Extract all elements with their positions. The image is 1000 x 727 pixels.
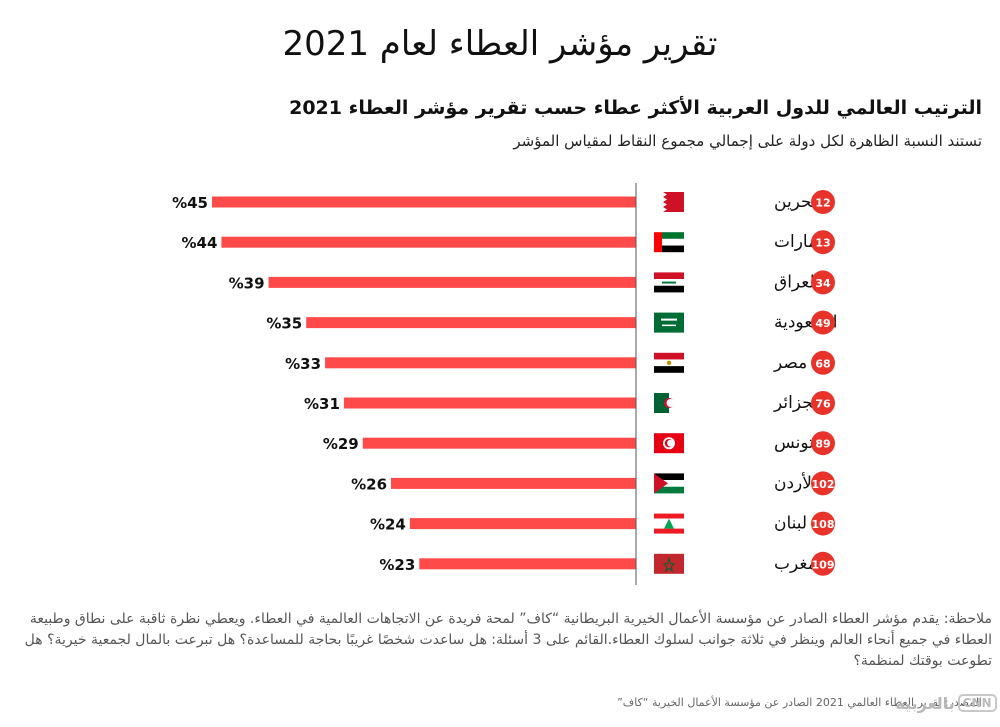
rank-badge: [811, 190, 835, 214]
country-label: مصر: [773, 353, 807, 373]
rank-label: 76: [815, 398, 831, 411]
cnn-arabic-logo: CNN بالعربية: [895, 690, 997, 716]
bar: [409, 518, 636, 530]
morocco-flag: [654, 553, 684, 574]
jordan-flag: [654, 473, 684, 494]
bar: [221, 236, 636, 248]
rank-badge: [811, 471, 835, 496]
bar: [268, 276, 636, 288]
country-label: الجزائر: [773, 393, 823, 413]
chart-subtitle: الترتيب العالمي للدول العربية الأكثر عطا…: [289, 97, 982, 119]
rank-label: 34: [815, 277, 831, 290]
bar: [391, 477, 636, 489]
note-text: ملاحظة: يقدم مؤشر العطاء الصادر عن مؤسسة…: [24, 611, 992, 669]
lebanon-flag: [654, 513, 684, 534]
data-label: %33: [285, 355, 321, 373]
country-label: الأردن: [774, 472, 817, 493]
cnn-logo-text: CNN: [957, 694, 997, 712]
rank-badge: [811, 431, 835, 456]
chart-caption: تستند النسبة الظاهرة لكل دولة على إجمالي…: [513, 132, 982, 150]
bar: [325, 357, 636, 369]
rank-label: 49: [815, 317, 830, 330]
rank-badge: [811, 391, 835, 415]
data-label: %45: [172, 194, 208, 212]
arabic-logo-text: بالعربية: [895, 693, 955, 713]
rank-label: 102: [812, 478, 835, 491]
rank-label: 13: [815, 237, 830, 250]
chart-row: %24 لبنان 108: [370, 511, 835, 536]
rank-label: 12: [815, 197, 830, 210]
source-text: المصدر: تقرير العطاء العالمي 2021 الصادر…: [617, 696, 982, 709]
data-label: %23: [379, 556, 415, 574]
rank-label: 109: [812, 558, 835, 571]
rank-badge: [811, 350, 835, 375]
rank-label: 68: [815, 357, 830, 370]
chart-title: تقرير مؤشر العطاء لعام 2021: [282, 24, 718, 64]
rank-badge: [811, 551, 835, 576]
data-label: %31: [304, 395, 340, 413]
bar: [212, 196, 636, 208]
country-label: لبنان: [774, 514, 807, 534]
rank-badge: [811, 310, 835, 335]
tunisia-flag: [654, 433, 684, 454]
data-label: %39: [229, 274, 265, 292]
country-label: العراق: [774, 272, 819, 292]
rank-label: 89: [815, 438, 830, 451]
algeria-flag: [654, 393, 684, 413]
chart-row: %29 تونس 89: [323, 431, 835, 456]
bar: [306, 317, 636, 329]
country-label: تونس: [774, 433, 814, 453]
iraq-flag: [654, 272, 684, 293]
rank-label: 108: [812, 518, 835, 531]
bahrain-flag: [654, 192, 684, 212]
egypt-flag: [654, 352, 684, 373]
data-label: %24: [370, 516, 406, 534]
data-label: %26: [351, 475, 387, 493]
rank-badge: [811, 511, 835, 536]
saudi-flag: [654, 312, 684, 333]
data-label: %35: [266, 315, 302, 333]
rank-badge: [811, 270, 835, 295]
rank-badge: [811, 230, 835, 255]
data-label: %44: [182, 234, 218, 252]
data-label: %29: [323, 435, 359, 453]
bar: [343, 397, 636, 409]
chart-row: %33 مصر 68: [285, 350, 835, 375]
bar: [362, 437, 636, 449]
bar: [419, 558, 636, 570]
uae-flag: [654, 232, 684, 253]
